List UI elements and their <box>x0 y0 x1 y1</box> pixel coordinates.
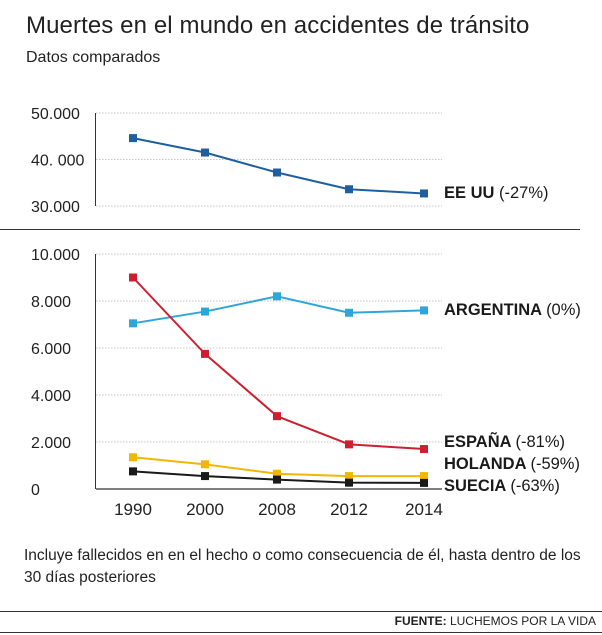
y-tick-label: 4.000 <box>31 388 71 405</box>
series-line <box>132 137 425 195</box>
data-point <box>201 460 209 469</box>
x-tick-label: 2014 <box>405 500 443 519</box>
y-tick-label: 30.000 <box>31 199 80 216</box>
source-credit: FUENTE: LUCHEMOS POR LA VIDA <box>395 614 596 628</box>
data-point <box>345 308 353 317</box>
y-tick-label: 40. 000 <box>31 153 84 170</box>
chart-title: Muertes en el mundo en accidentes de trá… <box>26 12 530 39</box>
data-point <box>129 453 137 462</box>
x-tick-label: 2008 <box>258 500 296 519</box>
data-point <box>201 472 209 481</box>
data-point <box>273 469 281 478</box>
y-tick-label: 2.000 <box>31 435 71 452</box>
data-point <box>345 440 353 449</box>
data-point <box>345 472 353 481</box>
y-tick-label: 0 <box>31 482 40 499</box>
footnote: Incluye fallecidos en en el hecho o como… <box>24 547 581 586</box>
data-point <box>273 475 281 484</box>
chart-area: 30.000 40. 000 50.000 EE UU (-27%) 0 2.000 4.0… <box>0 106 581 519</box>
series-label: ARGENTINA (0%) <box>444 301 581 319</box>
chart-subtitle: Datos comparados <box>26 49 161 66</box>
series-label: HOLANDA (-59%) <box>444 455 580 473</box>
series-line <box>132 295 425 325</box>
data-point <box>420 478 428 487</box>
data-point <box>420 445 428 454</box>
data-point <box>129 134 137 143</box>
x-tick-label: 2012 <box>330 500 368 519</box>
series-name: EE UU <box>444 184 499 202</box>
x-tick-label: 2000 <box>186 500 224 519</box>
data-point <box>345 478 353 487</box>
source-value: LUCHEMOS POR LA VIDA <box>449 614 596 628</box>
series-change: (-27%) <box>499 184 549 202</box>
data-point <box>129 467 137 476</box>
data-point <box>420 189 428 198</box>
series-change: (-81%) <box>516 433 566 451</box>
series-change: (-59%) <box>530 455 580 473</box>
data-point <box>201 349 209 358</box>
data-point <box>273 412 281 421</box>
footer-divider-bottom <box>0 632 602 633</box>
x-tick-label: 1990 <box>114 500 152 519</box>
series-name: ESPAÑA <box>444 431 516 451</box>
series-line <box>132 276 425 451</box>
y-tick-label: 10.000 <box>31 247 80 264</box>
source-label: FUENTE: <box>394 614 447 628</box>
data-point <box>201 307 209 316</box>
series-name: HOLANDA <box>444 455 530 473</box>
series-label: EE UU (-27%) <box>444 184 549 202</box>
data-point <box>345 185 353 194</box>
data-point <box>273 168 281 177</box>
y-tick-label: 8.000 <box>31 294 71 311</box>
series-change: (0%) <box>546 301 581 319</box>
data-point <box>420 472 428 481</box>
data-point <box>273 292 281 301</box>
y-tick-label: 6.000 <box>31 341 71 358</box>
series-label: SUECIA (-63%) <box>444 477 560 495</box>
data-point <box>420 306 428 315</box>
footer-divider-top <box>0 611 602 612</box>
data-point <box>201 148 209 157</box>
data-point <box>129 273 137 282</box>
series-name: SUECIA <box>444 477 510 495</box>
series-name: ARGENTINA <box>444 301 546 319</box>
y-tick-label: 50.000 <box>31 106 80 123</box>
series-change: (-63%) <box>510 477 560 495</box>
series-label: ESPAÑA (-81%) <box>444 431 565 451</box>
data-point <box>129 319 137 328</box>
